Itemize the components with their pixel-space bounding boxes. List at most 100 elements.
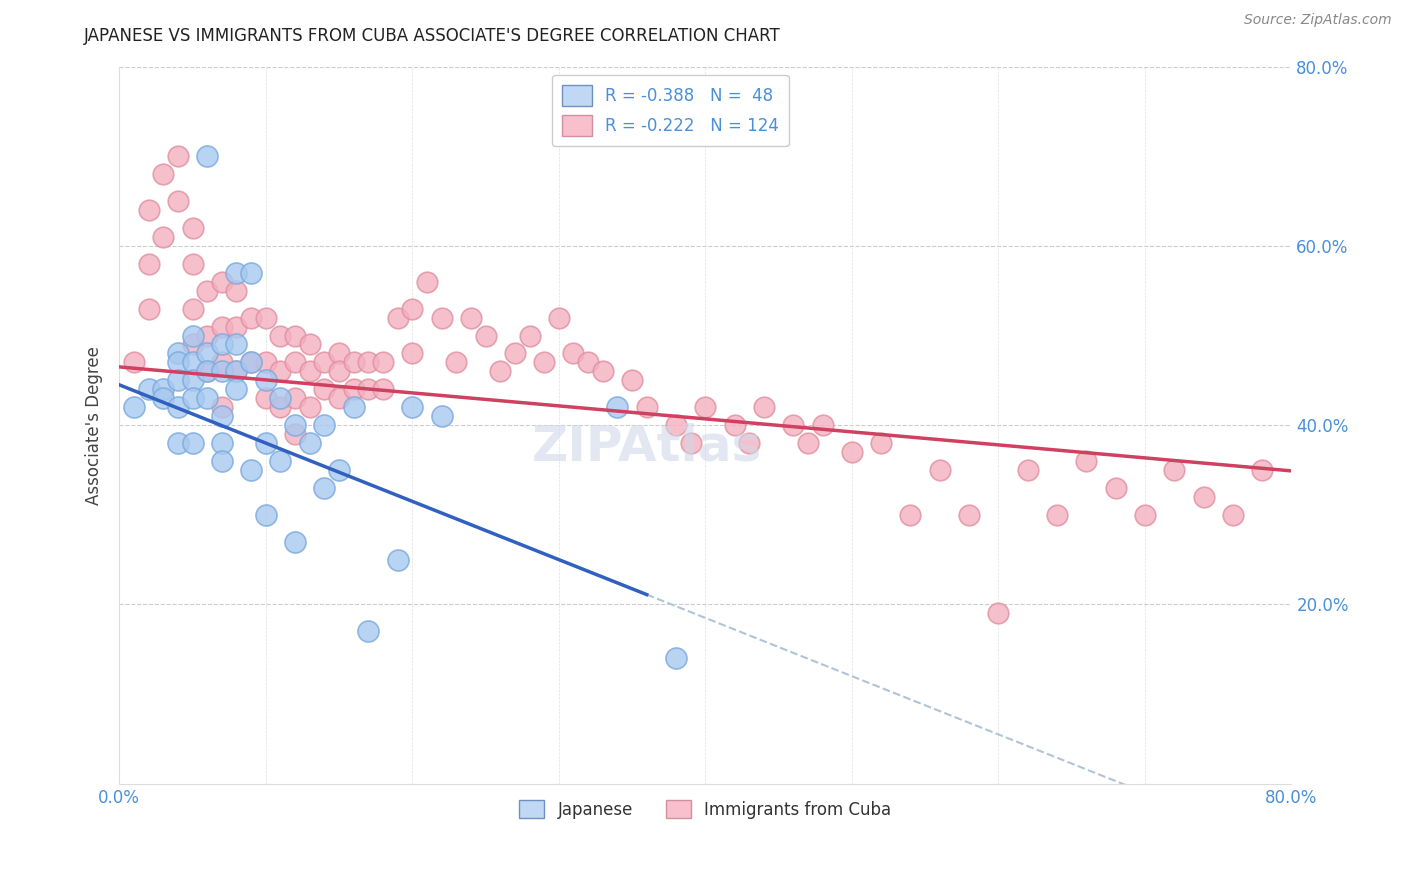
Point — [195, 149, 218, 163]
Point — [841, 445, 863, 459]
Point — [870, 436, 893, 450]
Point — [446, 355, 468, 369]
Point — [503, 346, 526, 360]
Point — [314, 418, 336, 433]
Point — [225, 382, 247, 396]
Text: ZIPAtlas: ZIPAtlas — [531, 423, 762, 471]
Point — [240, 355, 263, 369]
Point — [181, 221, 204, 235]
Point — [474, 328, 496, 343]
Point — [167, 346, 190, 360]
Text: JAPANESE VS IMMIGRANTS FROM CUBA ASSOCIATE'S DEGREE CORRELATION CHART: JAPANESE VS IMMIGRANTS FROM CUBA ASSOCIA… — [84, 27, 782, 45]
Point — [225, 266, 247, 280]
Point — [1046, 508, 1069, 522]
Point — [211, 355, 233, 369]
Point — [592, 364, 614, 378]
Point — [430, 409, 453, 424]
Point — [782, 418, 804, 433]
Point — [284, 534, 307, 549]
Point — [1076, 454, 1098, 468]
Point — [695, 401, 717, 415]
Point — [138, 301, 160, 316]
Point — [211, 275, 233, 289]
Point — [211, 319, 233, 334]
Point — [519, 328, 541, 343]
Point — [900, 508, 922, 522]
Point — [240, 310, 263, 325]
Point — [195, 364, 218, 378]
Point — [211, 436, 233, 450]
Point — [225, 337, 247, 351]
Point — [195, 346, 218, 360]
Point — [298, 337, 321, 351]
Point — [167, 373, 190, 387]
Point — [401, 301, 423, 316]
Point — [254, 310, 277, 325]
Point — [665, 418, 688, 433]
Point — [724, 418, 747, 433]
Point — [1192, 490, 1215, 504]
Point — [401, 346, 423, 360]
Point — [240, 266, 263, 280]
Point — [357, 382, 380, 396]
Point — [211, 409, 233, 424]
Point — [269, 401, 291, 415]
Point — [181, 337, 204, 351]
Point — [665, 651, 688, 665]
Point — [387, 310, 409, 325]
Point — [738, 436, 761, 450]
Point — [225, 319, 247, 334]
Point — [811, 418, 834, 433]
Point — [416, 275, 439, 289]
Point — [181, 355, 204, 369]
Point — [636, 401, 658, 415]
Point — [752, 401, 775, 415]
Point — [606, 401, 628, 415]
Point — [138, 257, 160, 271]
Point — [987, 607, 1010, 621]
Point — [152, 167, 174, 181]
Point — [225, 364, 247, 378]
Point — [1133, 508, 1156, 522]
Point — [195, 328, 218, 343]
Point — [343, 401, 366, 415]
Point — [328, 346, 350, 360]
Point — [343, 355, 366, 369]
Point — [167, 355, 190, 369]
Point — [284, 328, 307, 343]
Point — [254, 373, 277, 387]
Point — [240, 463, 263, 477]
Point — [181, 301, 204, 316]
Point — [576, 355, 599, 369]
Point — [357, 624, 380, 639]
Point — [122, 355, 145, 369]
Point — [957, 508, 980, 522]
Point — [314, 355, 336, 369]
Point — [489, 364, 512, 378]
Point — [269, 454, 291, 468]
Point — [284, 418, 307, 433]
Point — [284, 355, 307, 369]
Point — [460, 310, 482, 325]
Point — [138, 382, 160, 396]
Point — [181, 328, 204, 343]
Point — [371, 382, 394, 396]
Point — [328, 391, 350, 405]
Point — [254, 391, 277, 405]
Point — [181, 436, 204, 450]
Point — [254, 508, 277, 522]
Point — [1017, 463, 1039, 477]
Point — [328, 463, 350, 477]
Point — [343, 382, 366, 396]
Point — [298, 364, 321, 378]
Point — [152, 382, 174, 396]
Point — [547, 310, 569, 325]
Point — [357, 355, 380, 369]
Point — [225, 284, 247, 298]
Point — [621, 373, 644, 387]
Point — [1222, 508, 1244, 522]
Point — [167, 401, 190, 415]
Point — [225, 364, 247, 378]
Point — [181, 391, 204, 405]
Point — [1163, 463, 1185, 477]
